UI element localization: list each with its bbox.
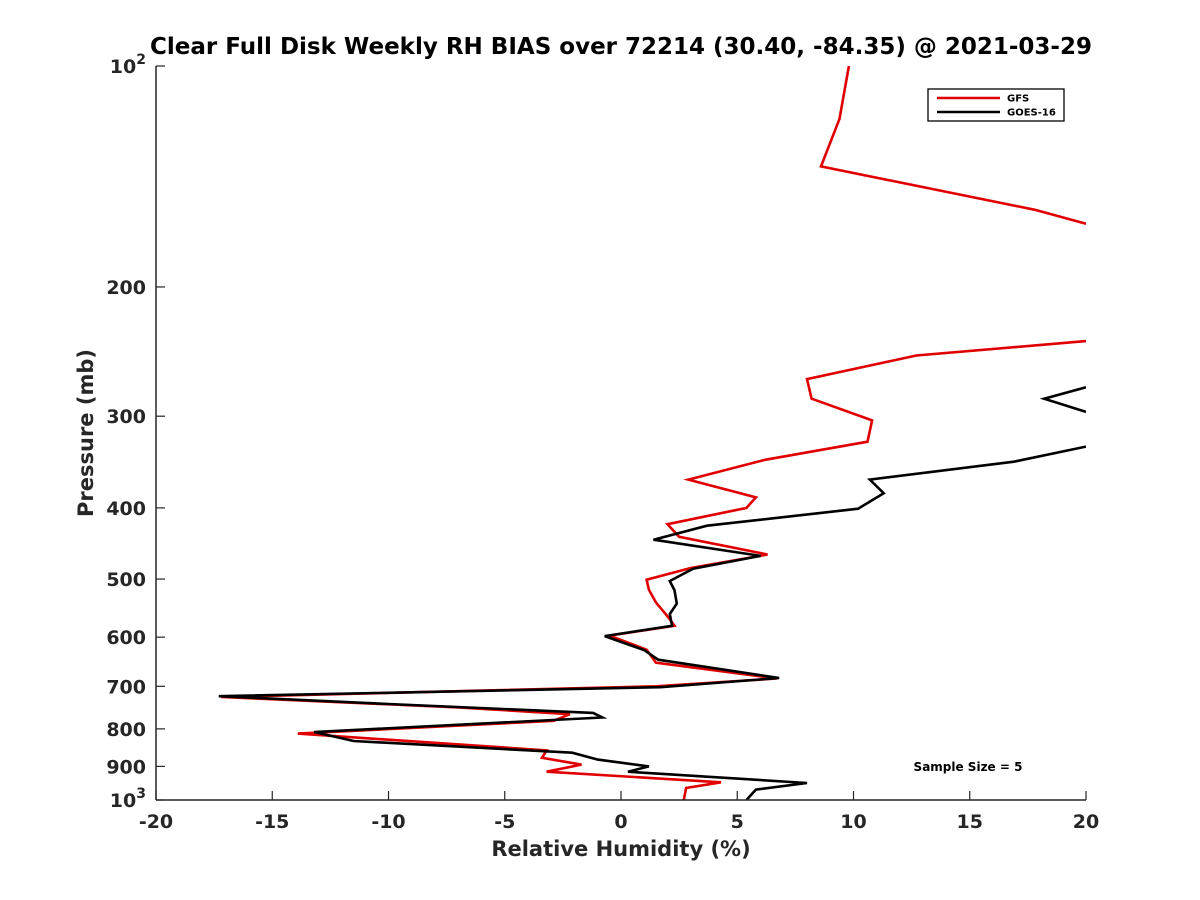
y-tick-label: 800 [106, 719, 146, 741]
legend-box [927, 88, 1065, 122]
legend-label: GFS [1007, 94, 1029, 105]
y-tick-label: 700 [106, 676, 146, 698]
x-tick-label: 15 [957, 811, 983, 833]
x-tick-label: -15 [255, 811, 289, 833]
y-tick-label: 103 [110, 786, 146, 812]
x-tick-label: 20 [1073, 811, 1099, 833]
chart-title: Clear Full Disk Weekly RH BIAS over 7221… [150, 34, 1092, 60]
legend-label: GOES-16 [1007, 108, 1056, 119]
y-tick-label: 900 [106, 756, 146, 778]
x-tick-label: 5 [731, 811, 744, 833]
legend: GFS GOES-16 [927, 88, 1065, 122]
y-tick-label: 500 [106, 569, 146, 591]
axes-layer: -20 -15 -10 -5 0 5 10 15 20 102 200 300 400 500 600 700… [106, 52, 1099, 833]
x-tick-label: -10 [371, 811, 405, 833]
series-goes-16-line-2 [218, 445, 1086, 800]
x-tick-label: -20 [139, 811, 173, 833]
x-axis-label: Relative Humidity (%) [491, 837, 750, 861]
y-tick-label: 200 [106, 277, 146, 299]
x-tick-label: 10 [840, 811, 866, 833]
y-tick-label: 400 [106, 498, 146, 520]
y-tick-label: 102 [110, 52, 146, 78]
series-gfs-line-1 [819, 66, 1086, 225]
y-tick-label: 300 [106, 406, 146, 428]
sample-size-annotation: Sample Size = 5 [914, 760, 1023, 774]
series-goes-16-line-1 [1039, 386, 1086, 414]
series-layer [218, 66, 1086, 800]
x-tick-label: 0 [614, 811, 627, 833]
plot-area [156, 66, 1086, 800]
y-tick-label: 600 [106, 627, 146, 649]
x-tick-label: -5 [494, 811, 515, 833]
y-axis-label: Pressure (mb) [74, 349, 98, 517]
